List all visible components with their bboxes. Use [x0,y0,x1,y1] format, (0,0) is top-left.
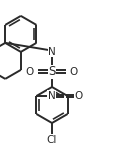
Text: N: N [48,47,56,57]
Text: N: N [48,91,56,101]
Text: S: S [48,65,56,78]
Text: O: O [75,91,83,101]
Text: O: O [26,67,34,77]
Text: Cl: Cl [47,135,57,145]
Text: O: O [70,67,78,77]
